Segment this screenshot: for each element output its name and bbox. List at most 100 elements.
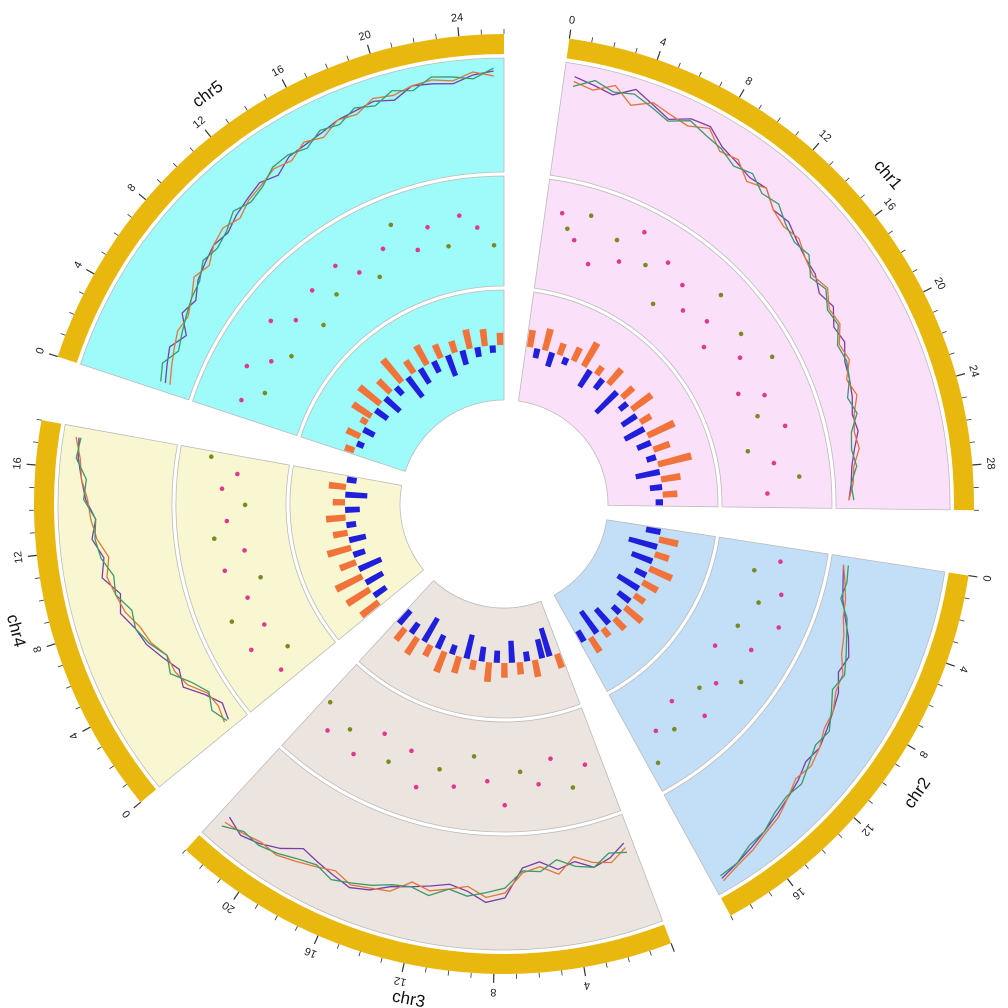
scatter-point — [748, 647, 754, 653]
tick-mark — [838, 833, 843, 838]
scatter-point — [333, 263, 338, 269]
line-series-1 — [228, 816, 625, 904]
tick-mark — [605, 962, 608, 968]
tick-mark — [199, 864, 204, 869]
bar — [646, 419, 676, 439]
scatter-point — [382, 731, 387, 737]
bar — [645, 526, 662, 535]
line-series-3 — [160, 67, 494, 382]
scatter-point — [380, 246, 386, 252]
bar — [545, 351, 556, 368]
bar — [352, 548, 366, 558]
tick-mark — [568, 29, 572, 39]
bar — [652, 440, 671, 453]
bar — [594, 389, 620, 415]
bar — [629, 392, 654, 412]
scatter-point — [548, 756, 553, 761]
tick-mark — [956, 373, 966, 377]
scatter-point — [386, 759, 391, 765]
tick-mark — [888, 230, 893, 235]
bar — [359, 599, 381, 619]
scatter-point — [769, 354, 775, 360]
scatter-point — [536, 781, 541, 787]
bar — [421, 616, 440, 643]
bar — [345, 586, 372, 607]
bar — [508, 640, 516, 663]
bar — [649, 483, 663, 492]
bar — [359, 416, 369, 426]
tick-mark — [923, 287, 932, 293]
tick-mark — [583, 967, 587, 977]
tick-mark — [457, 27, 460, 37]
bar — [638, 413, 653, 425]
track-2-background — [281, 663, 622, 833]
scatter-point — [672, 726, 677, 732]
scatter-point — [437, 766, 442, 772]
tick-label: 16 — [881, 196, 898, 213]
scatter-point — [222, 568, 228, 574]
tick-mark — [122, 784, 128, 788]
tick-mark — [635, 47, 638, 53]
tick-mark — [26, 463, 36, 466]
tick-mark — [172, 162, 177, 167]
scatter-point — [258, 574, 263, 580]
tick-mark — [109, 765, 114, 770]
tick-mark — [649, 950, 652, 956]
bar — [628, 536, 658, 550]
scatter-point — [347, 727, 353, 732]
track-2-background — [175, 445, 337, 713]
scatter-point — [796, 474, 802, 479]
scatter-point — [285, 643, 290, 649]
scatter-point — [642, 229, 647, 235]
scatter-point — [309, 288, 315, 293]
tick-mark — [263, 93, 267, 99]
bar — [606, 367, 624, 387]
chromosome-chr1: 0 4 8 12 16 20 24 28 chr1 — [518, 14, 997, 511]
bar — [383, 395, 402, 414]
scatter-point — [388, 222, 394, 228]
scatter-point — [446, 243, 451, 249]
scatter-point — [224, 518, 230, 524]
tick-mark — [401, 963, 405, 973]
scatter-point — [248, 647, 254, 653]
scatter-point — [239, 397, 244, 403]
scatter-point — [334, 292, 339, 297]
line-series-3 — [720, 565, 849, 877]
tick-mark — [874, 209, 883, 217]
bar — [448, 340, 458, 354]
scatter-point — [321, 322, 326, 328]
tick-mark — [787, 878, 794, 887]
tick-mark — [949, 352, 955, 355]
scatter-point — [736, 391, 741, 397]
tick-mark — [853, 817, 862, 825]
bar — [617, 401, 630, 412]
tick-mark — [60, 333, 66, 336]
scatter-point — [713, 680, 719, 686]
tick-mark — [966, 418, 972, 421]
bar — [345, 506, 360, 513]
bar — [522, 651, 531, 662]
scatter-point — [680, 308, 686, 313]
bar — [501, 662, 508, 678]
scatter-point — [559, 210, 565, 216]
scatter-point — [745, 448, 751, 454]
tick-mark — [868, 800, 873, 804]
scatter-point — [475, 225, 480, 230]
tick-mark — [366, 44, 371, 54]
tick-label: 4 — [72, 259, 85, 270]
scatter-point — [242, 502, 248, 508]
tick-label: 8 — [490, 986, 496, 998]
tick-mark — [44, 621, 50, 624]
bar — [479, 328, 488, 347]
tick-mark — [946, 662, 955, 667]
chromosome-chr3: 4 8 12 16 20 chr3 — [182, 579, 675, 1008]
tick-mark — [845, 177, 850, 182]
bar — [459, 349, 469, 366]
tick-mark — [678, 62, 681, 68]
line-series-1 — [574, 76, 859, 501]
tick-mark — [941, 331, 947, 334]
scatter-point — [779, 592, 784, 598]
tick-label: 16 — [11, 457, 24, 470]
tick-mark — [953, 641, 959, 644]
scatter-point — [262, 390, 268, 396]
